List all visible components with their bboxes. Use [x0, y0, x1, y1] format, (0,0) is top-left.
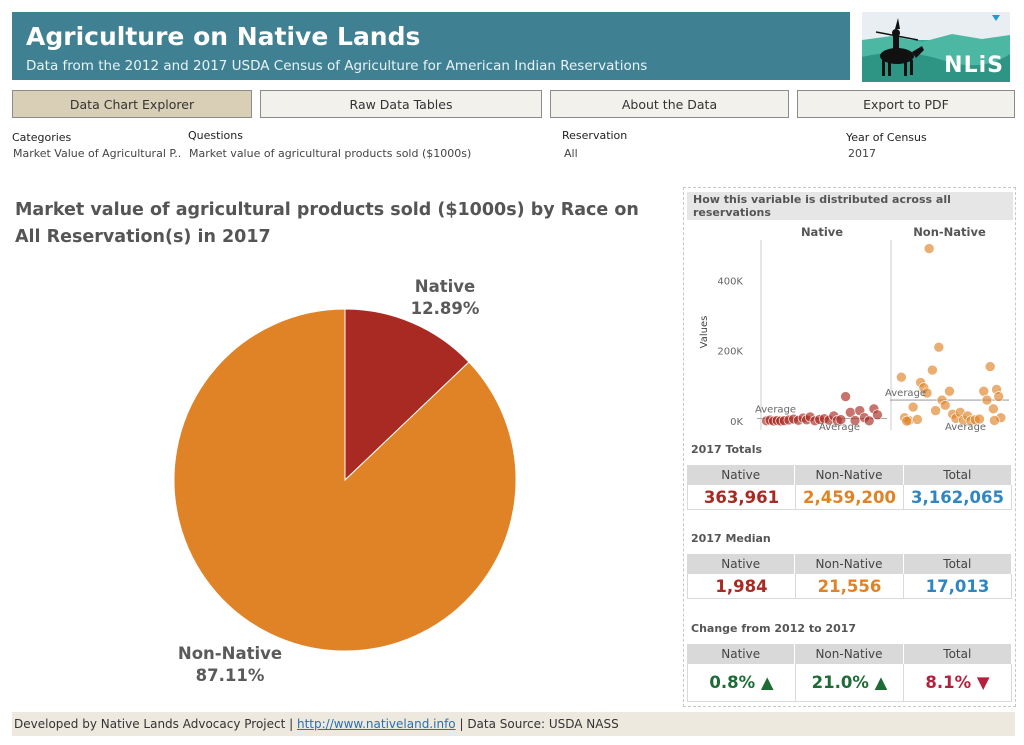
- pie-label-native-percent: 12.89%: [410, 299, 480, 318]
- change-total: 8.1% ▼: [903, 664, 1012, 702]
- logo-text: NLiS: [944, 53, 1004, 78]
- scatter-point-native[interactable]: [840, 391, 851, 402]
- scatter-ytick: 400K: [717, 276, 743, 287]
- scatter-point-non-native[interactable]: [974, 413, 985, 425]
- footer-suffix: | Data Source: USDA NASS: [455, 717, 619, 731]
- footer-prefix: Developed by Native Lands Advocacy Proje…: [14, 717, 297, 731]
- pie-label-native-name: Native: [414, 277, 476, 296]
- scatter-point-non-native[interactable]: [978, 385, 990, 397]
- median-non-native-value: 21,556: [795, 574, 903, 599]
- scatter-point-non-native[interactable]: [896, 371, 907, 383]
- export-pdf-button[interactable]: Export to PDF: [797, 90, 1015, 118]
- median-title: 2017 Median: [691, 532, 771, 545]
- scatter-point-non-native[interactable]: [907, 401, 919, 413]
- totals-col-non-native: Non-Native: [795, 465, 904, 485]
- up-arrow-icon: ▲: [760, 673, 774, 692]
- reservation-label: Reservation: [562, 129, 628, 142]
- scatter-point-non-native[interactable]: [921, 387, 933, 399]
- summary-panel: [683, 187, 1016, 707]
- questions-filter[interactable]: Market value of agricultural products so…: [189, 147, 472, 160]
- pie-slice-native[interactable]: [344, 308, 470, 482]
- pie-label-non-native-percent: 87.11%: [195, 666, 265, 685]
- change-col-non-native: Non-Native: [795, 644, 904, 664]
- change-non-native: 21.0% ▲: [795, 664, 903, 702]
- totals-title: 2017 Totals: [691, 443, 763, 456]
- scatter-point-native[interactable]: [863, 415, 875, 427]
- scatter-point-non-native[interactable]: [981, 394, 993, 406]
- nlis-logo-graphic: [862, 12, 1010, 82]
- scatter-point-non-native[interactable]: [989, 415, 1000, 426]
- header-banner: Agriculture on Native Lands Data from th…: [12, 12, 850, 80]
- footer: Developed by Native Lands Advocacy Proje…: [12, 712, 1015, 736]
- change-title: Change from 2012 to 2017: [691, 622, 857, 635]
- chart-title: Market value of agricultural products so…: [15, 200, 639, 247]
- year-label: Year of Census: [846, 131, 927, 144]
- pie-chart: [173, 308, 517, 652]
- distribution-header: How this variable is distributed across …: [687, 192, 1013, 220]
- median-col-total: Total: [904, 554, 1012, 574]
- scatter-point-non-native[interactable]: [912, 414, 923, 425]
- totals-total-value: 3,162,065: [903, 485, 1012, 510]
- median-col-non-native: Non-Native: [795, 554, 904, 574]
- median-native-value: 1,984: [687, 574, 795, 599]
- questions-label: Questions: [188, 129, 243, 142]
- up-arrow-icon: ▲: [874, 673, 888, 692]
- totals-native-value: 363,961: [687, 485, 795, 510]
- totals-table: Native Non-Native Total 363,961 2,459,20…: [687, 465, 1012, 510]
- totals-col-native: Native: [687, 465, 796, 485]
- page-subtitle: Data from the 2012 and 2017 USDA Census …: [26, 58, 648, 74]
- scatter-point-non-native[interactable]: [939, 400, 951, 411]
- tab-raw-data-tables[interactable]: Raw Data Tables: [260, 90, 542, 118]
- categories-label: Categories: [12, 131, 72, 144]
- scatter-ytick: 200K: [717, 347, 743, 358]
- change-non-native-value: 21.0%: [811, 673, 869, 692]
- scatter-point-non-native[interactable]: [930, 405, 941, 416]
- distribution-scatter: Native Non-Native 0K 200K 400K Values Average A…: [699, 225, 1009, 433]
- change-total-value: 8.1%: [925, 673, 972, 692]
- average-label: Average: [819, 422, 860, 433]
- reservation-filter[interactable]: All: [564, 147, 578, 160]
- pie-label-non-native: Non-Native 87.11%: [170, 643, 290, 687]
- scatter-point-native[interactable]: [835, 414, 847, 425]
- change-col-native: Native: [687, 644, 796, 664]
- scatter-point-non-native[interactable]: [933, 341, 945, 353]
- scatter-col-non-native: Non-Native: [913, 225, 986, 239]
- scatter-point-non-native[interactable]: [944, 385, 955, 397]
- scatter-point-non-native[interactable]: [988, 403, 999, 415]
- scatter-point-non-native[interactable]: [993, 391, 1005, 402]
- pie-label-non-native-name: Non-Native: [177, 644, 283, 663]
- median-total-value: 17,013: [903, 574, 1012, 599]
- totals-non-native-value: 2,459,200: [795, 485, 903, 510]
- scatter-point-native[interactable]: [872, 409, 883, 421]
- average-label: Average: [885, 388, 926, 399]
- nlis-logo: NLiS: [862, 12, 1010, 82]
- change-col-total: Total: [904, 644, 1012, 664]
- down-arrow-icon: ▼: [976, 673, 990, 692]
- pie-slice-non-native[interactable]: [173, 308, 517, 652]
- scatter-point-non-native[interactable]: [984, 361, 996, 372]
- scatter-ylabel: Values: [699, 316, 710, 349]
- average-label: Average: [755, 404, 796, 415]
- scatter-point-non-native[interactable]: [927, 364, 938, 376]
- footer-link[interactable]: http://www.nativeland.info: [297, 717, 456, 731]
- change-native-value: 0.8%: [709, 673, 756, 692]
- median-table: Native Non-Native Total 1,984 21,556 17,…: [687, 554, 1012, 599]
- page-title: Agriculture on Native Lands: [26, 22, 421, 51]
- pie-label-native: Native 12.89%: [395, 276, 495, 320]
- tab-data-chart-explorer[interactable]: Data Chart Explorer: [12, 90, 252, 118]
- totals-col-total: Total: [904, 465, 1012, 485]
- scatter-point-non-native[interactable]: [901, 415, 912, 427]
- year-filter[interactable]: 2017: [848, 147, 876, 160]
- scatter-ytick: 0K: [730, 417, 743, 428]
- change-native: 0.8% ▲: [687, 664, 795, 702]
- change-table: Native Non-Native Total 0.8% ▲ 21.0% ▲ 8…: [687, 644, 1012, 702]
- tab-about-the-data[interactable]: About the Data: [550, 90, 789, 118]
- average-label: Average: [945, 422, 986, 433]
- scatter-col-native: Native: [801, 225, 843, 239]
- median-col-native: Native: [687, 554, 796, 574]
- scatter-point-non-native[interactable]: [923, 243, 935, 254]
- categories-filter[interactable]: Market Value of Agricultural P..: [13, 147, 182, 160]
